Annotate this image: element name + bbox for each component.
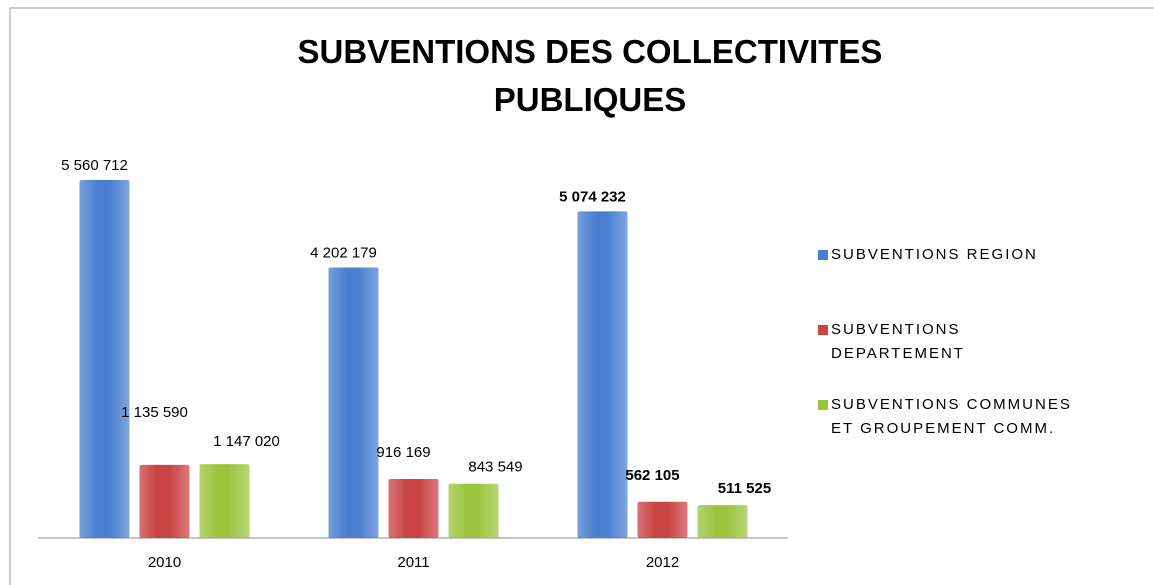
value-label: 511 525 (718, 480, 771, 497)
x-tick-label: 2011 (397, 554, 429, 571)
bar (328, 267, 379, 538)
legend-label: SUBVENTIONS COMMUNES ET GROUPEMENT COMM. (831, 396, 1072, 437)
value-label: 5 560 712 (61, 157, 128, 174)
bar (577, 211, 628, 538)
value-label: 1 135 590 (121, 404, 188, 421)
bar (199, 464, 250, 538)
legend-item: SUBVENTIONS DEPARTEMENT (818, 318, 1118, 366)
chart-title: SUBVENTIONS DES COLLECTIVITES PUBLIQUES (297, 33, 883, 118)
bar (388, 479, 439, 538)
legend-swatch (818, 400, 828, 410)
bar (448, 483, 499, 538)
bar (637, 501, 688, 538)
chart-border (9, 7, 1154, 585)
value-label: 5 074 232 (559, 188, 626, 205)
x-tick-label: 2012 (646, 554, 679, 571)
legend-label: SUBVENTIONS REGION (831, 246, 1038, 263)
legend-label: SUBVENTIONS DEPARTEMENT (831, 321, 965, 362)
bar (697, 505, 748, 538)
value-label: 4 202 179 (310, 244, 377, 261)
legend-swatch (818, 250, 828, 260)
value-label: 916 169 (376, 444, 430, 461)
value-label: 562 105 (625, 467, 679, 484)
bar (79, 180, 130, 538)
legend-swatch (818, 325, 828, 335)
bar (139, 464, 190, 538)
legend-item: SUBVENTIONS REGION (818, 243, 1118, 267)
x-tick-label: 2010 (148, 554, 181, 571)
legend-item: SUBVENTIONS COMMUNES ET GROUPEMENT COMM. (818, 393, 1118, 441)
value-label: 843 549 (468, 459, 522, 476)
value-label: 1 147 020 (213, 433, 280, 450)
